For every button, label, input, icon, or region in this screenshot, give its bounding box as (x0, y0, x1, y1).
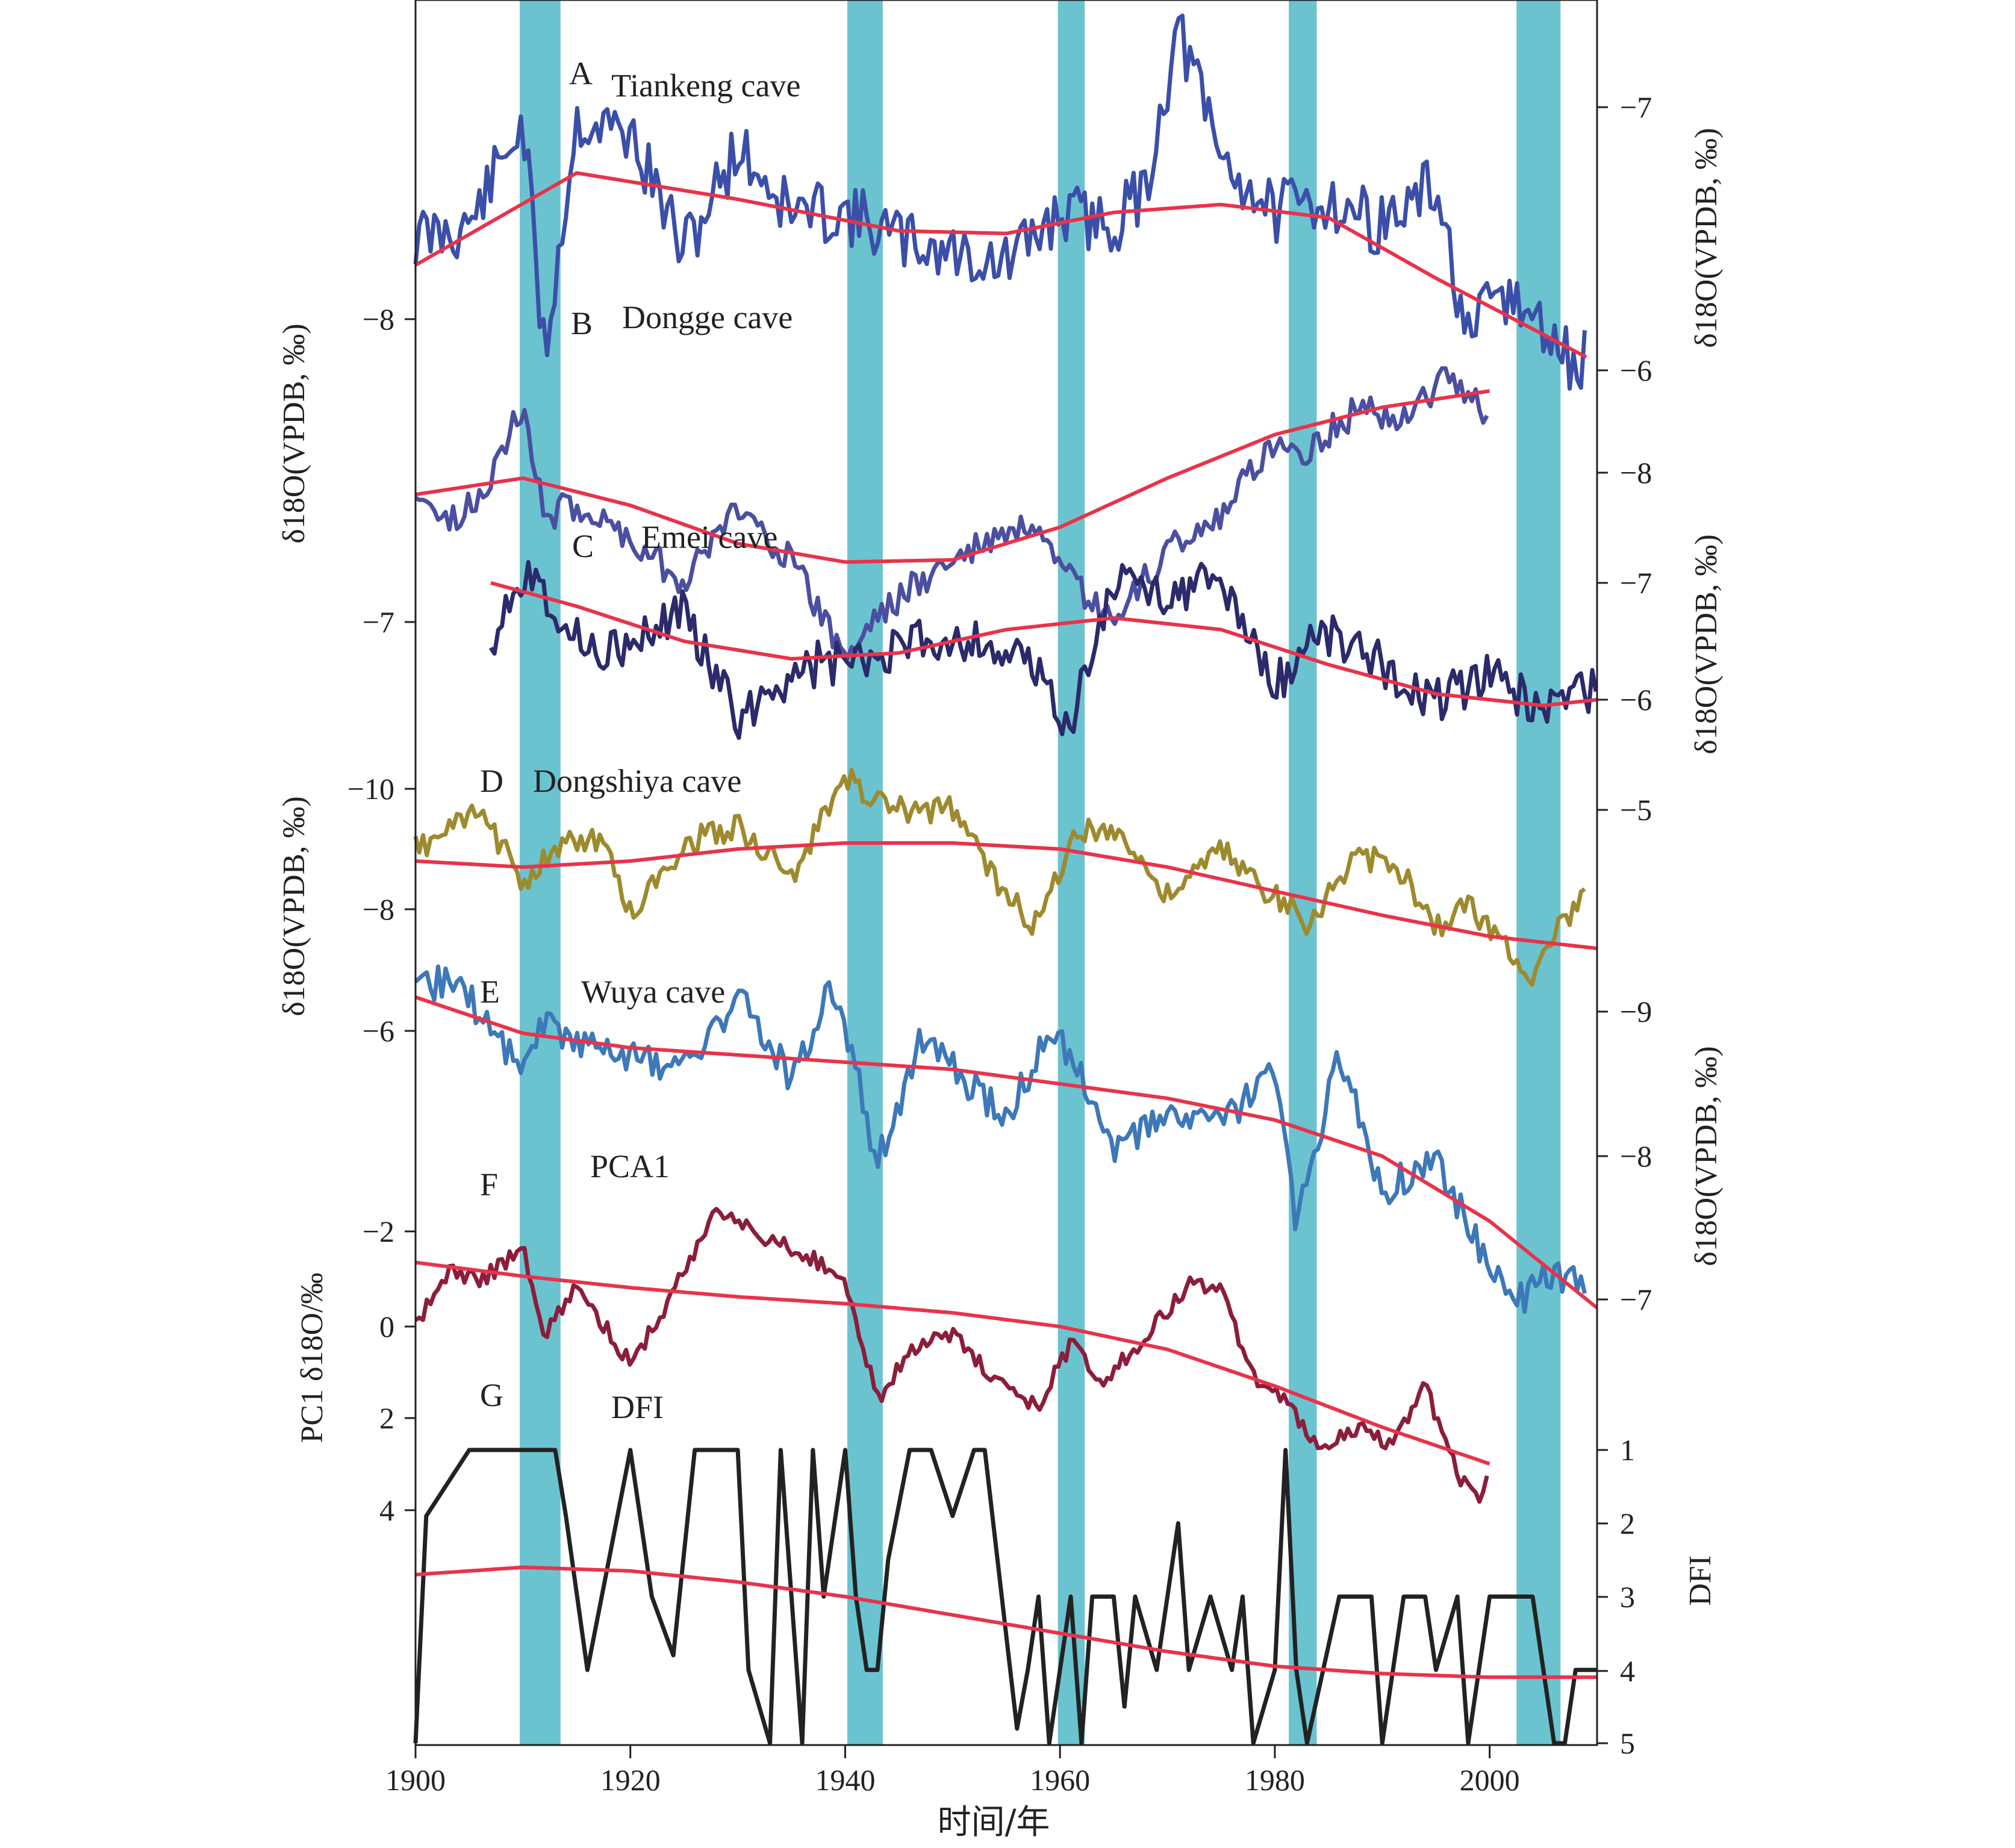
series-line-a (413, 13, 1587, 391)
left-tick-label: 0 (379, 1310, 394, 1343)
right-tick-label: −9 (1620, 995, 1652, 1028)
right-axis-title-bottom: DFI (1683, 1555, 1718, 1606)
panel-labels: A Tiankeng cave B Dongge cave C Emei cave D Don… (480, 55, 800, 1425)
left-tick-label: 2 (379, 1401, 394, 1435)
right-tick-label: 5 (1620, 1726, 1635, 1760)
right-tick-label: 4 (1620, 1654, 1635, 1688)
trend-layer (414, 171, 1598, 1679)
right-tick-label: −6 (1620, 683, 1652, 717)
right-tick-label: 3 (1620, 1580, 1635, 1614)
series-line-d (413, 768, 1586, 988)
left-tick-label: −10 (347, 772, 394, 806)
panel-title-d: Dongshiya cave (533, 763, 741, 799)
highlight-band-2 (847, 0, 883, 1745)
plot-frame (414, 0, 1598, 1746)
x-tick-label: 2000 (1460, 1763, 1520, 1797)
series-line-g (413, 1448, 1597, 1746)
left-axis-title-middle: δ18O(VPDB, ‰) (277, 796, 311, 1016)
left-tick-label: −6 (363, 1014, 394, 1048)
left-tick-label: 4 (379, 1493, 394, 1527)
highlight-band-5 (1516, 0, 1561, 1745)
series-line-e (414, 964, 1587, 1314)
right-tick-label: −7 (1620, 566, 1652, 600)
panel-letter-c: C (572, 528, 594, 564)
trend-line-c (490, 581, 1598, 708)
right-tick-label: −5 (1620, 793, 1652, 827)
left-tick-label: −2 (363, 1215, 394, 1248)
right-tick-label: −7 (1620, 1283, 1652, 1316)
x-tick-label: 1920 (600, 1763, 661, 1797)
panel-title-b: Dongge cave (622, 299, 793, 335)
series-layer (413, 13, 1598, 1746)
left-tick-label: −7 (363, 605, 394, 639)
panel-letter-b: B (571, 305, 593, 341)
axes-layer: 1900 1920 1940 1960 1980 2000 −8 −7 −10 −8 −6 −2 0 2 4… (347, 90, 1652, 1797)
left-tick-label: −8 (363, 302, 394, 336)
series-line-b (414, 366, 1489, 661)
panel-letter-g: G (480, 1377, 503, 1413)
trend-line-g (415, 1565, 1597, 1679)
panel-letter-f: F (480, 1166, 498, 1202)
x-axis-title: 时间/年 (938, 1803, 1050, 1842)
panel-title-a: Tiankeng cave (611, 67, 800, 104)
left-axis-title-top: δ18O(VPDB, ‰) (277, 323, 311, 543)
panel-title-g: DFI (611, 1389, 664, 1425)
panel-title-c: Emei cave (641, 519, 777, 555)
trend-line-a (414, 171, 1587, 359)
right-tick-label: 1 (1620, 1433, 1635, 1467)
x-tick-label: 1940 (815, 1763, 875, 1797)
trend-line-e (415, 995, 1598, 1310)
left-tick-label: −8 (363, 892, 394, 926)
panel-letter-e: E (480, 974, 500, 1010)
trend-line-d (415, 841, 1598, 950)
panel-letter-a: A (569, 55, 593, 92)
x-tick-label: 1960 (1030, 1763, 1090, 1797)
right-tick-label: −8 (1620, 456, 1652, 490)
x-tick-label: 1900 (385, 1763, 446, 1797)
right-axis-title-top: δ18O(VPDB, ‰) (1689, 128, 1724, 347)
right-axis-title-lower-middle: δ18O(VPDB, ‰) (1689, 1046, 1724, 1266)
x-tick-label: 1980 (1245, 1763, 1305, 1797)
highlight-band-4 (1289, 0, 1317, 1745)
trend-line-b (415, 389, 1490, 564)
panel-letter-d: D (480, 763, 503, 799)
trend-line-f (415, 1260, 1490, 1466)
right-tick-label: 2 (1620, 1507, 1635, 1540)
left-axis-title-bottom: PC1 δ18O/‰ (295, 1272, 329, 1443)
series-line-f (414, 1207, 1489, 1504)
panel-title-e: Wuya cave (581, 974, 725, 1010)
panel-title-f: PCA1 (590, 1148, 670, 1184)
right-axis-title-upper-middle: δ18O(VPDB, ‰) (1689, 534, 1724, 754)
right-tick-label: −8 (1620, 1139, 1652, 1173)
right-tick-label: −7 (1620, 90, 1652, 124)
series-line-c (488, 560, 1598, 740)
right-tick-label: −6 (1620, 353, 1652, 387)
